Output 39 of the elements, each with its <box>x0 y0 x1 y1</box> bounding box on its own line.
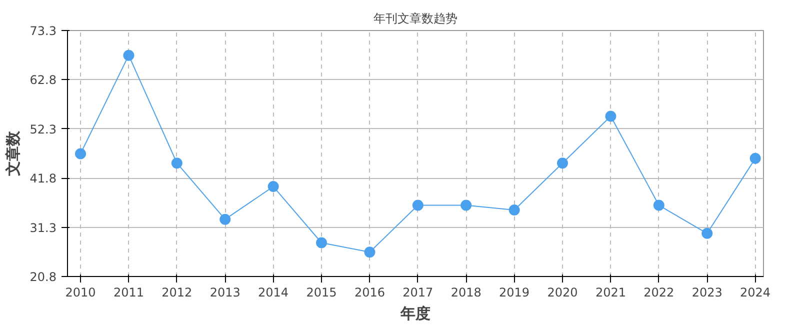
point <box>605 110 616 122</box>
point <box>268 181 279 192</box>
point <box>508 204 520 216</box>
point <box>75 148 86 160</box>
point <box>653 200 664 211</box>
y-tick-label: 20.8 <box>30 270 56 284</box>
point <box>412 200 424 211</box>
point <box>364 246 376 258</box>
chart-title: 年刊文章数趋势 <box>374 12 458 26</box>
point <box>557 158 568 169</box>
point <box>123 50 134 61</box>
x-tick-label: 2017 <box>402 286 434 300</box>
x-tick-label: 2014 <box>258 286 289 300</box>
x-tick-label: 2011 <box>113 286 144 300</box>
point <box>702 228 713 239</box>
point <box>750 152 761 164</box>
y-tick-label: 31.3 <box>30 220 56 235</box>
y-axis-title: 文章数 <box>4 130 22 177</box>
x-tick-label: 2019 <box>499 286 530 300</box>
x-tick-label: 2012 <box>162 286 192 300</box>
x-tick-label: 2023 <box>692 286 722 300</box>
x-tick-label: 2018 <box>450 286 482 300</box>
x-tick-label: 2016 <box>354 286 385 300</box>
y-tick-label: 73.3 <box>30 24 56 38</box>
x-tick-label: 2020 <box>547 286 578 300</box>
point <box>171 158 182 169</box>
y-tick-label: 52.3 <box>30 122 56 136</box>
point <box>316 237 328 248</box>
x-tick-label: 2021 <box>595 286 626 300</box>
x-tick-label: 2010 <box>65 286 96 300</box>
y-tick-label: 62.8 <box>30 73 56 88</box>
point <box>220 214 231 225</box>
x-tick-label: 2015 <box>306 286 337 300</box>
x-axis-title: 年度 <box>400 304 430 322</box>
y-tick-label: 41.8 <box>30 172 56 186</box>
point <box>460 200 472 211</box>
x-tick-label: 2013 <box>210 286 240 300</box>
x-tick-label: 2022 <box>644 286 674 300</box>
x-tick-label: 2024 <box>740 286 771 300</box>
